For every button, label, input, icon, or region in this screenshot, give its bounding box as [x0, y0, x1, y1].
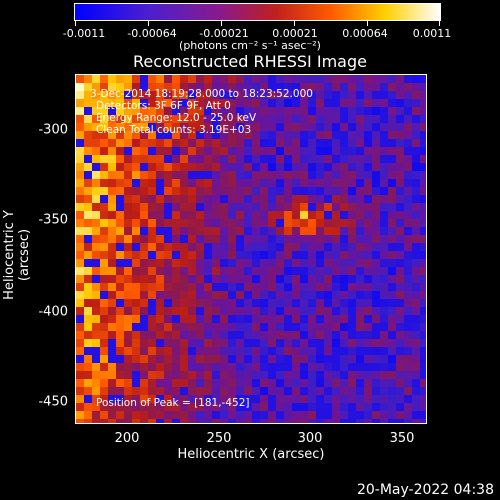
- colorbar-tick: [75, 20, 76, 26]
- image-plot: 3-Dec-2014 18:19:28.000 to 18:23:52.000 …: [75, 74, 427, 424]
- time-range-annotation: 3-Dec-2014 18:19:28.000 to 18:23:52.000: [90, 88, 313, 100]
- x-tick-label: 350: [389, 431, 415, 446]
- colorbar-tick-label: 0.0011: [412, 27, 452, 40]
- energy-annotation: Energy Range: 12.0 - 25.0 keV: [96, 112, 257, 124]
- x-tick-label: 300: [297, 431, 323, 446]
- colorbar-tick-label: -0.00021: [199, 27, 249, 40]
- colorbar-tick-label: 0.00021: [272, 27, 318, 40]
- y-tick-label: -350: [38, 212, 68, 228]
- colorbar-tick-label: -0.00064: [127, 27, 177, 40]
- colorbar-tick: [367, 20, 368, 26]
- heatmap-image: [76, 75, 426, 423]
- y-tick-label: -300: [38, 122, 68, 138]
- timestamp: 20-May-2022 04:38: [356, 482, 494, 498]
- colorbar-units: (photons cm⁻² s⁻¹ asec⁻²): [179, 39, 321, 52]
- colorbar-tick: [294, 20, 295, 26]
- colorbar-tick-label: -0.0011: [62, 27, 106, 40]
- x-tick-label: 200: [114, 431, 140, 446]
- colorbar-tick: [148, 20, 149, 26]
- detectors-annotation: Detectors: 3F 6F 9F, Att 0: [96, 100, 231, 112]
- method-annotation: Clean Total counts: 3.19E+03: [96, 124, 252, 136]
- y-tick-label: -450: [38, 394, 68, 410]
- colorbar-tick: [221, 20, 222, 26]
- x-axis-title: Heliocentric X (arcsec): [177, 447, 325, 462]
- colorbar: [74, 3, 441, 21]
- y-tick-label: -400: [38, 304, 68, 320]
- plot-title: Reconstructed RHESSI Image: [133, 52, 367, 71]
- colorbar-tick-label: 0.00064: [342, 27, 388, 40]
- colorbar-tick: [439, 20, 440, 26]
- peak-annotation: Position of Peak = [181,-452]: [96, 397, 250, 409]
- y-axis-title: Heliocentric Y (arcsec): [2, 210, 32, 300]
- x-tick-label: 250: [206, 431, 232, 446]
